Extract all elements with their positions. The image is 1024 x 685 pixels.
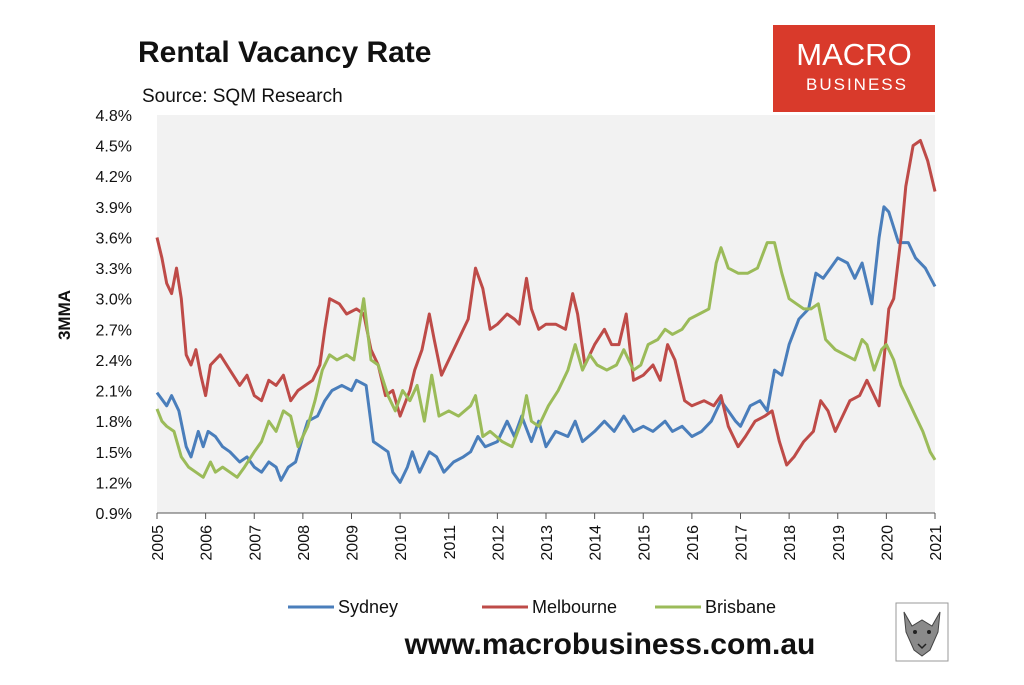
macro-business-logo: MACRO BUSINESS: [773, 25, 935, 112]
x-tick-label: 2006: [199, 525, 216, 561]
legend: Sydney Melbourne Brisbane: [288, 597, 776, 617]
x-tick-label: 2016: [685, 525, 702, 561]
y-axis: 0.9% 1.2% 1.5% 1.8% 2.1% 2.4% 2.7% 3.0% 3.3% 3.6%…: [96, 108, 132, 523]
chart-subtitle: Source: SQM Research: [142, 86, 343, 107]
x-tick-label: 2015: [636, 525, 653, 561]
y-tick-label: 1.5%: [96, 445, 132, 462]
x-tick-label: 2013: [539, 525, 556, 561]
x-tick-label: 2020: [879, 525, 896, 561]
x-tick-label: 2011: [442, 525, 459, 560]
x-axis: 2005 2006 2007 2008 2009 2010 2011 2012 2013 2014…: [150, 513, 945, 561]
x-tick-label: 2019: [831, 525, 848, 561]
series-line-melbourne: [155, 139, 937, 467]
x-tick-label: 2005: [150, 525, 167, 561]
x-tick-label: 2021: [928, 525, 945, 561]
chart-title: Rental Vacancy Rate: [138, 36, 431, 69]
series-line-brisbane: [155, 241, 937, 479]
x-tick-label: 2008: [296, 525, 313, 561]
legend-label-melbourne: Melbourne: [532, 597, 617, 617]
y-tick-label: 4.8%: [96, 108, 132, 125]
y-tick-label: 3.0%: [96, 292, 132, 309]
logo-line2: BUSINESS: [806, 75, 908, 94]
y-tick-label: 4.5%: [96, 139, 132, 156]
website-url: www.macrobusiness.com.au: [404, 628, 816, 661]
y-tick-label: 3.9%: [96, 200, 132, 217]
wolf-icon: [895, 602, 949, 662]
y-tick-label: 4.2%: [96, 169, 132, 186]
y-tick-label: 2.1%: [96, 384, 132, 401]
x-tick-label: 2014: [588, 525, 605, 561]
x-tick-label: 2010: [393, 525, 410, 561]
y-axis-label: 3MMA: [55, 290, 74, 340]
plot-area: [157, 115, 935, 513]
y-tick-label: 2.7%: [96, 322, 132, 339]
y-tick-label: 2.4%: [96, 353, 132, 370]
x-tick-label: 2007: [247, 525, 264, 561]
legend-label-sydney: Sydney: [338, 597, 398, 617]
x-tick-label: 2009: [345, 525, 362, 561]
y-tick-label: 1.2%: [96, 475, 132, 492]
y-tick-label: 1.8%: [96, 414, 132, 431]
legend-label-brisbane: Brisbane: [705, 597, 776, 617]
series-line-sydney: [155, 205, 937, 484]
y-tick-label: 3.3%: [96, 261, 132, 278]
series-lines: [155, 139, 937, 484]
x-tick-label: 2018: [782, 525, 799, 561]
x-tick-label: 2012: [490, 525, 507, 561]
logo-line1: MACRO: [796, 37, 911, 72]
x-tick-label: 2017: [734, 525, 751, 561]
logo-background: [773, 25, 935, 112]
y-tick-label: 0.9%: [96, 506, 132, 523]
y-tick-label: 3.6%: [96, 230, 132, 247]
